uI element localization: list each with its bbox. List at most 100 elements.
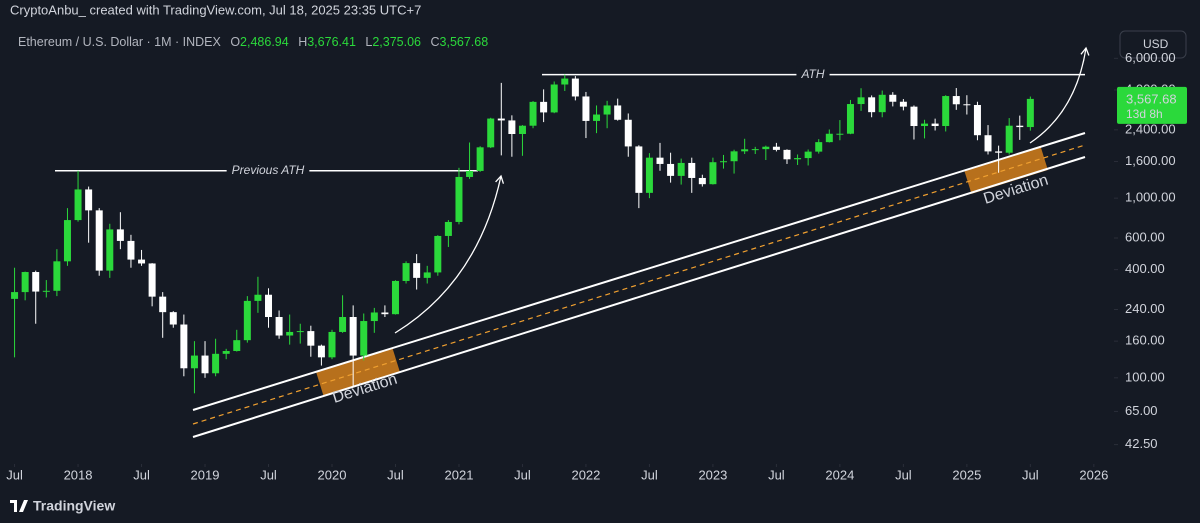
x-tick-label: 2018	[64, 467, 93, 482]
level-label-bg	[226, 162, 310, 179]
candle-body	[413, 263, 421, 278]
y-tick-label: 1,600.00	[1125, 153, 1176, 168]
candle-body	[561, 78, 569, 85]
candle-body	[593, 114, 601, 121]
currency-button[interactable]	[1119, 30, 1187, 59]
price-tag-label: 3,567.68	[1126, 91, 1177, 106]
candle-body	[360, 321, 368, 356]
y-tick-label: 100.00	[1125, 369, 1165, 384]
level-label: Previous ATH	[232, 163, 305, 177]
candle-body	[476, 147, 484, 171]
candle-body	[878, 94, 886, 113]
candle-body	[116, 229, 124, 241]
candle-body	[381, 312, 389, 315]
candle-body	[973, 104, 981, 136]
y-tick-label: 400.00	[1125, 261, 1165, 276]
candle-body	[868, 97, 876, 113]
candle-body	[222, 351, 230, 354]
candle-body	[571, 78, 579, 97]
candle-body	[434, 235, 442, 273]
candle-body	[402, 263, 410, 281]
candle-body	[836, 133, 844, 135]
x-tick-label: Jul	[768, 467, 785, 482]
candle-body	[730, 151, 738, 162]
y-tick-label: 600.00	[1125, 229, 1165, 244]
candle-body	[138, 259, 146, 264]
candle-body	[719, 161, 727, 163]
candle-body	[487, 118, 495, 148]
candle-body	[296, 331, 304, 333]
candle-body	[846, 104, 854, 134]
x-tick-label: 2020	[318, 467, 347, 482]
candle-body	[95, 210, 103, 271]
level-label-bg	[796, 66, 830, 83]
y-tick-label: 1,000.00	[1125, 190, 1176, 205]
price-tag	[1117, 86, 1187, 124]
ohlc-value: 3,676.41	[307, 35, 356, 49]
candle-body	[11, 292, 19, 299]
candle-body	[265, 294, 273, 318]
candle-body	[518, 125, 526, 135]
candle-body	[952, 96, 960, 105]
x-tick-label: Jul	[1022, 467, 1039, 482]
candle-body	[53, 261, 61, 291]
y-tick-label: 65.00	[1125, 403, 1158, 418]
candle-body	[645, 157, 653, 193]
arrow	[1029, 46, 1090, 144]
candle-body	[497, 118, 505, 121]
candle-body	[529, 101, 537, 126]
candle-body	[667, 163, 675, 176]
x-tick-label: 2022	[571, 467, 600, 482]
candle-body	[963, 104, 971, 106]
candle-body	[931, 123, 939, 127]
header: Ethereum / U.S. Dollar · 1M · INDEX O2,4…	[18, 35, 488, 49]
candle-body	[159, 296, 167, 313]
credit: CryptoAnbu_ created with TradingView.com…	[10, 2, 421, 17]
channel-mid	[192, 144, 1086, 425]
candle-body	[391, 280, 399, 315]
candle-body	[741, 149, 749, 152]
candle-body	[63, 220, 71, 262]
candle-body	[804, 151, 812, 159]
deviation-box	[964, 146, 1048, 194]
candle-body	[169, 312, 177, 325]
x-tick-label: 2019	[191, 467, 220, 482]
currency-label[interactable]: USD	[1143, 37, 1169, 51]
candle-body	[656, 157, 664, 164]
candle-body	[582, 96, 590, 121]
candle-body	[614, 105, 622, 120]
candle-body	[857, 97, 865, 105]
candle-body	[677, 162, 685, 176]
candle-body	[815, 142, 823, 152]
x-tick-label: 2026	[1079, 467, 1108, 482]
y-tick-label: 160.00	[1125, 333, 1165, 348]
ohlc-value: 3,567.68	[440, 35, 489, 49]
ohlc-key: C	[431, 35, 440, 49]
candle-body	[508, 120, 516, 135]
ohlc-key: O	[230, 35, 240, 49]
candle-body	[921, 123, 929, 127]
candle-body	[42, 290, 50, 292]
candle-body	[910, 106, 918, 127]
candles	[11, 74, 1034, 394]
candle-body	[550, 84, 558, 113]
candle-body	[698, 177, 706, 185]
candle-body	[201, 355, 209, 374]
candle-body	[423, 272, 431, 278]
level-label: ATH	[800, 67, 824, 81]
candle-body	[233, 340, 241, 352]
candle-body	[349, 317, 357, 356]
candle-body	[995, 151, 1003, 153]
y-tick-label: 42.50	[1125, 436, 1158, 451]
candle-body	[21, 272, 29, 293]
x-tick-label: 2021	[445, 467, 474, 482]
candle-body	[106, 229, 114, 271]
channel-lower	[192, 156, 1086, 438]
ohlc-key: H	[298, 35, 307, 49]
candle-body	[688, 162, 696, 178]
candle-body	[751, 149, 759, 151]
brand-logo	[10, 500, 28, 512]
candle-body	[317, 345, 325, 358]
channel: Deviation Deviation	[192, 46, 1090, 438]
